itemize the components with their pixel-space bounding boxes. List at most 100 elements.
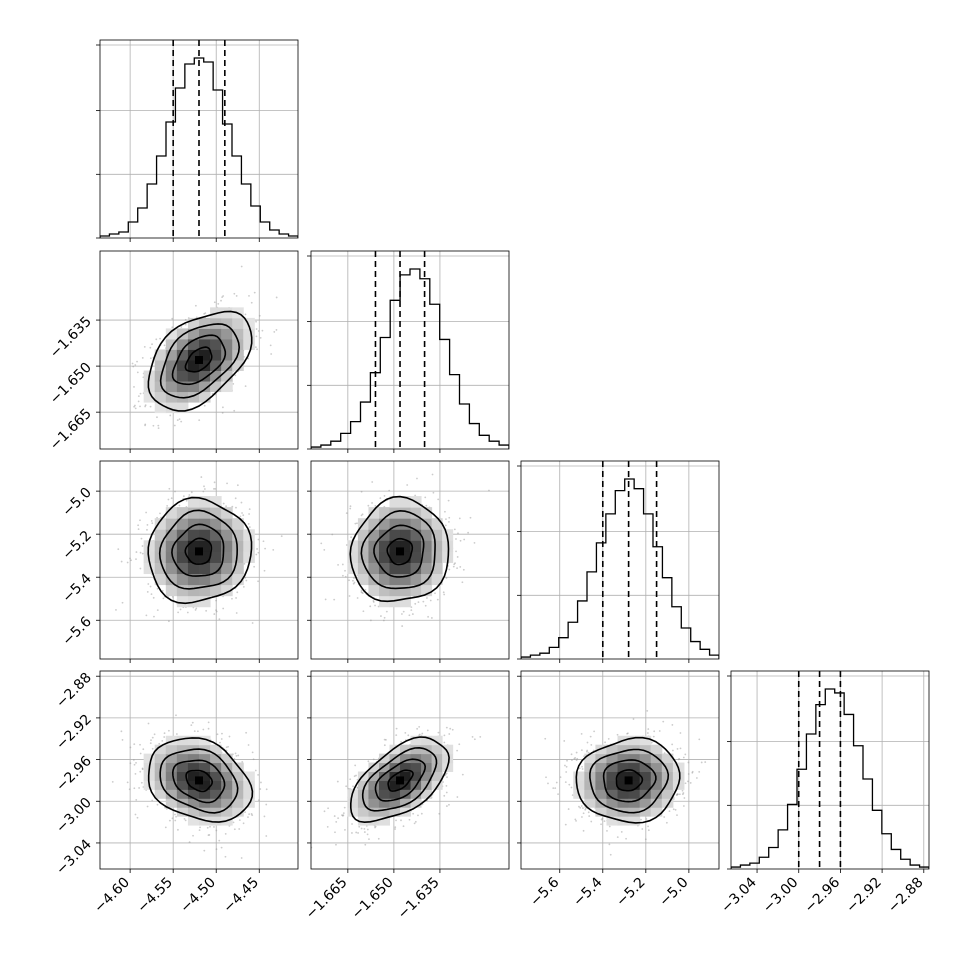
scatter-point: [429, 599, 432, 602]
density-cell: [176, 584, 189, 597]
scatter-point: [344, 828, 346, 831]
scatter-point: [193, 730, 196, 733]
scatter-point: [221, 296, 224, 299]
scatter-point: [153, 615, 155, 618]
scatter-point: [217, 302, 220, 305]
y-tick-label: −1.650: [47, 360, 95, 408]
scatter-point: [335, 821, 338, 823]
scatter-point: [265, 835, 268, 837]
scatter-point: [458, 743, 461, 746]
scatter-point: [178, 418, 181, 421]
density-cell: [210, 780, 222, 790]
scatter-point: [451, 728, 454, 731]
scatter-point: [177, 611, 180, 614]
scatter-point: [353, 775, 356, 778]
scatter-point: [445, 791, 448, 794]
scatter-point: [137, 400, 140, 403]
scatter-point: [455, 550, 457, 553]
density-cell: [378, 753, 390, 764]
scatter-point: [159, 512, 161, 515]
scatter-point: [343, 806, 346, 809]
scatter-point: [448, 803, 450, 806]
scatter-point: [175, 733, 178, 735]
density-cell: [389, 562, 401, 575]
density-cell: [389, 807, 401, 817]
density-cell: [165, 771, 178, 781]
scatter-point: [221, 732, 223, 735]
scatter-point: [180, 420, 183, 423]
scatter-point: [425, 504, 428, 507]
density-cell: [165, 529, 178, 541]
density-cell: [421, 562, 433, 575]
scatter-point: [272, 548, 275, 551]
scatter-point: [166, 504, 169, 507]
scatter-point: [331, 533, 334, 536]
scatter-point: [203, 488, 206, 490]
scatter-point: [334, 831, 336, 834]
panel-1-1: [307, 250, 510, 453]
scatter-point: [134, 407, 137, 410]
scatter-point: [224, 832, 227, 835]
density-cell: [243, 338, 255, 350]
density-cell: [154, 518, 167, 530]
scatter-point: [444, 510, 446, 513]
scatter-point: [251, 622, 254, 624]
density-cell: [176, 381, 189, 393]
density-cell: [368, 551, 380, 563]
y-tick-label: −3.00: [53, 795, 95, 837]
scatter-point: [430, 617, 433, 619]
density-cell: [165, 744, 178, 755]
scatter-point: [163, 736, 166, 738]
scatter-point: [141, 768, 144, 771]
scatter-point: [248, 508, 251, 511]
panel-3-0: −4.60 −4.55 −4.50 −4.45−3.04−3.00−2.96−2.92…: [53, 670, 299, 916]
contour-2: [171, 759, 226, 804]
scatter-point: [168, 819, 171, 822]
scatter-point: [456, 749, 459, 752]
density-cell: [199, 328, 211, 340]
density-cell: [389, 798, 401, 808]
scatter-point: [141, 552, 144, 555]
scatter-point: [360, 827, 363, 830]
scatter-point: [242, 585, 245, 588]
scatter-point: [354, 522, 357, 525]
scatter-point: [374, 604, 376, 607]
density-cell: [210, 753, 222, 764]
scatter-point: [432, 491, 435, 494]
density-cell: [400, 771, 412, 781]
density-cell: [187, 562, 200, 575]
scatter-point: [382, 619, 385, 622]
density-cell: [410, 507, 422, 519]
density-cell: [210, 771, 222, 781]
density-cell: [165, 349, 178, 361]
scatter-point: [445, 726, 448, 729]
scatter-point: [361, 513, 364, 516]
density-cell: [400, 573, 412, 586]
scatter-point: [240, 265, 243, 268]
density-cell: [187, 518, 200, 530]
density-cell: [187, 338, 200, 350]
density-cell: [154, 753, 167, 764]
scatter-point: [434, 592, 436, 595]
scatter-point: [243, 562, 246, 565]
scatter-point: [134, 772, 137, 775]
density-cell: [347, 551, 359, 563]
density-cell: [400, 507, 412, 519]
scatter-point: [171, 595, 174, 598]
scatter-point: [203, 485, 205, 488]
density-cell: [243, 551, 255, 563]
density-cell: [368, 771, 380, 781]
scatter-point: [471, 735, 474, 738]
scatter-point: [323, 810, 326, 813]
density-cell: [154, 780, 167, 790]
scatter-point: [238, 828, 241, 830]
scatter-point: [151, 799, 154, 802]
scatter-point: [184, 318, 187, 321]
scatter-point: [448, 733, 451, 735]
histogram-0: [100, 57, 298, 238]
y-tick-label: −2.92: [53, 711, 95, 753]
scatter-point: [94, 393, 96, 395]
density-cell: [243, 328, 255, 340]
scatter-point: [383, 616, 386, 619]
scatter-point: [179, 608, 182, 611]
